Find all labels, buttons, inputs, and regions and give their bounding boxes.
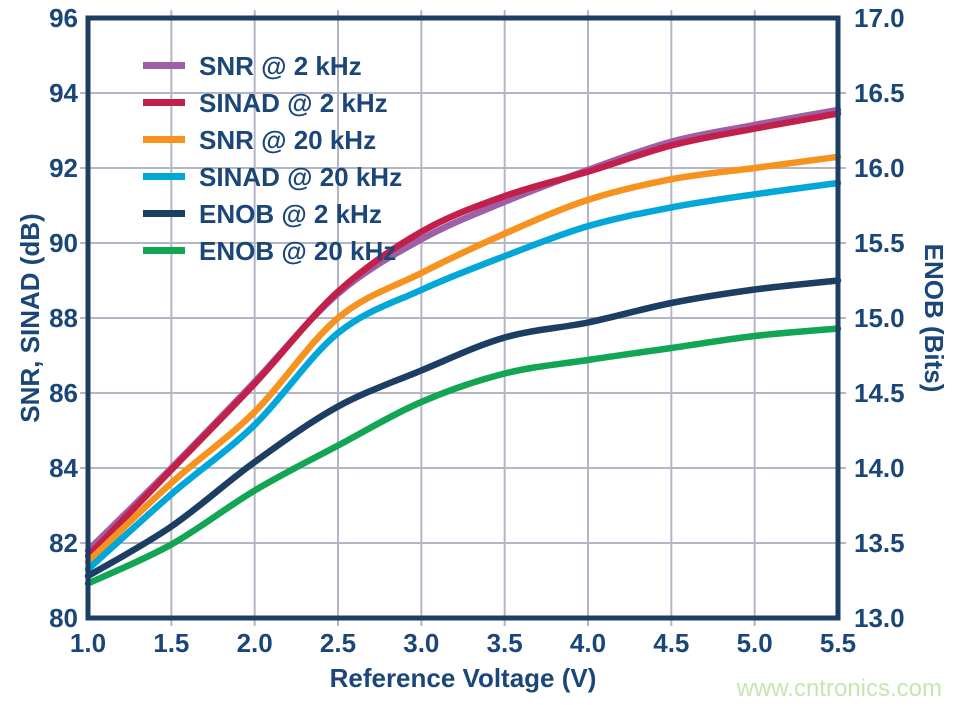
watermark: www.cntronics.com [736, 675, 942, 702]
x-axis-title: Reference Voltage (V) [329, 663, 597, 693]
x-tick-label: 2.0 [236, 628, 273, 658]
y-right-tick-label: 14.0 [854, 453, 905, 483]
legend-item-sinad-20-khz: SINAD @ 20 kHz [143, 158, 402, 195]
legend-swatch-sinad-20-khz [143, 173, 185, 180]
y-left-tick-label: 94 [49, 78, 78, 108]
y-right-tick-label: 13.0 [854, 603, 905, 633]
y-right-axis-title: ENOB (Bits) [919, 243, 949, 393]
x-tick-label: 5.0 [736, 628, 773, 658]
y-right-tick-label: 16.0 [854, 153, 905, 183]
series-line-enob-20-khz [84, 325, 842, 587]
y-right-tick-label: 16.5 [854, 78, 905, 108]
y-right-tick-label: 15.0 [854, 303, 905, 333]
series-line-snr-20-khz [84, 153, 842, 566]
y-left-tick-label: 96 [49, 3, 78, 33]
y-left-tick-label: 92 [49, 153, 78, 183]
y-left-tick-label: 80 [49, 603, 78, 633]
x-tick-label: 1.5 [153, 628, 190, 658]
series-line-enob-2-khz [84, 277, 842, 580]
legend-label-snr-20-khz: SNR @ 20 kHz [199, 124, 377, 155]
x-tick-label: 3.5 [486, 628, 523, 658]
y-right-tick-label: 14.5 [854, 378, 905, 408]
y-left-axis-title: SNR, SINAD (dB) [15, 213, 45, 423]
y-right-tick-label: 17.0 [854, 3, 905, 33]
x-tick-label: 2.5 [319, 628, 357, 658]
legend-swatch-enob-20-khz [143, 247, 185, 254]
legend-item-enob-2-khz: ENOB @ 2 kHz [143, 195, 402, 232]
legend-label-sinad-20-khz: SINAD @ 20 kHz [199, 161, 403, 192]
plot-frame [85, 15, 841, 621]
x-tick-label: 4.0 [569, 628, 607, 658]
y-right-tick-label: 13.5 [854, 528, 905, 558]
y-left-tick-label: 90 [49, 228, 78, 258]
series-line-sinad-2-khz [84, 110, 842, 560]
legend-item-snr-2-khz: SNR @ 2 kHz [143, 47, 402, 84]
legend-item-enob-20-khz: ENOB @ 20 kHz [143, 232, 402, 269]
legend-label-enob-2-khz: ENOB @ 2 kHz [199, 198, 382, 229]
x-tick-label: 1.0 [69, 628, 107, 658]
legend: SNR @ 2 kHz SINAD @ 2 kHz SNR @ 20 kHz SINA… [143, 47, 402, 269]
legend-swatch-snr-20-khz [143, 136, 185, 143]
x-tick-label: 5.5 [819, 628, 857, 658]
y-left-tick-label: 86 [49, 378, 78, 408]
legend-label-sinad-2-khz: SINAD @ 2 kHz [199, 87, 388, 118]
series-line-sinad-20-khz [84, 179, 842, 573]
legend-swatch-snr-2-khz [143, 62, 185, 69]
legend-swatch-sinad-2-khz [143, 99, 185, 106]
legend-label-enob-20-khz: ENOB @ 20 kHz [199, 235, 397, 266]
y-left-tick-label: 84 [49, 453, 78, 483]
legend-item-snr-20-khz: SNR @ 20 kHz [143, 121, 402, 158]
y-left-tick-label: 88 [49, 303, 78, 333]
y-right-tick-label: 15.5 [854, 228, 905, 258]
y-left-tick-label: 82 [49, 528, 78, 558]
x-tick-label: 4.5 [653, 628, 690, 658]
legend-swatch-enob-2-khz [143, 210, 185, 217]
legend-item-sinad-2-khz: SINAD @ 2 kHz [143, 84, 402, 121]
x-tick-label: 3.0 [403, 628, 440, 658]
legend-label-snr-2-khz: SNR @ 2 kHz [199, 50, 362, 81]
